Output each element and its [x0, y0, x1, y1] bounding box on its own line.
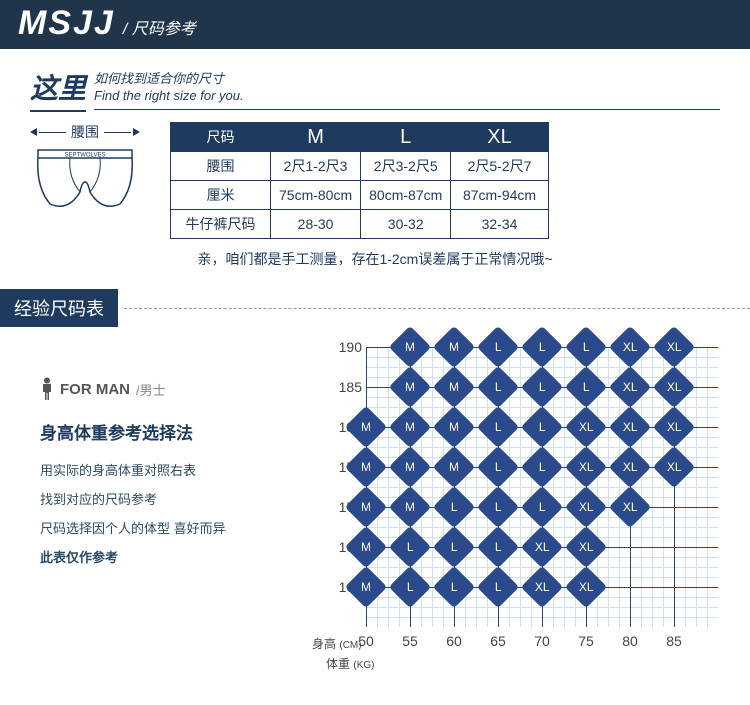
- underwear-diagram: 腰围 SEPTWOLVES: [30, 122, 140, 220]
- here-title: 这里: [30, 67, 86, 112]
- cell: 2尺5-2尺7: [451, 152, 548, 181]
- section-size-ref: 这里 如何找到适合你的尺寸 Find the right size for yo…: [0, 49, 750, 277]
- x-tick: 80: [608, 633, 652, 649]
- x-tick: 85: [652, 633, 696, 649]
- brand: MSJJ: [18, 4, 115, 43]
- header-bar: MSJJ / 尺码参考: [0, 0, 750, 49]
- chart-info-p1: 用实际的身高体重对照右表: [40, 460, 302, 479]
- th-size-label: 尺码: [171, 123, 271, 152]
- x-tick: 75: [564, 633, 608, 649]
- row-label: 腰围: [171, 152, 271, 181]
- cell: 87cm-94cm: [451, 181, 548, 210]
- chart-info-p4: 此表仅作参考: [40, 547, 302, 566]
- arrow-right-icon: [133, 128, 140, 136]
- underwear-brand-text: SEPTWOLVES: [65, 153, 106, 159]
- th-size: M: [271, 123, 361, 152]
- cell: 75cm-80cm: [271, 181, 361, 210]
- y-tick: 190: [322, 339, 362, 355]
- row-label: 厘米: [171, 181, 271, 210]
- band-label: 经验尺码表: [0, 289, 118, 327]
- cell: 2尺3-2尺5: [361, 152, 451, 181]
- y-axis-label: 身高: [312, 637, 336, 651]
- chart-info-title: 身高体重参考选择法: [40, 419, 302, 444]
- for-man-label: FOR MAN: [60, 381, 130, 398]
- header-sub: / 尺码参考: [123, 15, 196, 39]
- chart-info-p2: 找到对应的尺码参考: [40, 489, 302, 508]
- measurement-note: 亲，咱们都是手工测量，存在1-2cm误差属于正常情况哦~: [30, 249, 720, 269]
- th-size: XL: [451, 123, 548, 152]
- x-axis-label: 体重: [326, 657, 350, 671]
- here-line1: 如何找到适合你的尺寸: [94, 71, 720, 88]
- cell: 2尺1-2尺3: [271, 152, 361, 181]
- section-band: 经验尺码表: [0, 289, 750, 327]
- row-label: 牛仔裤尺码: [171, 210, 271, 239]
- x-tick: 70: [520, 633, 564, 649]
- person-icon: [40, 377, 54, 401]
- for-man-sub: /男士: [136, 380, 166, 399]
- cell: 80cm-87cm: [361, 181, 451, 210]
- cell: 28-30: [271, 210, 361, 239]
- th-size: L: [361, 123, 451, 152]
- height-weight-chart: 1901851801751701651605055606570758085MML…: [322, 347, 732, 687]
- x-tick: 60: [432, 633, 476, 649]
- y-tick: 185: [322, 379, 362, 395]
- here-line2: Find the right size for you.: [94, 88, 720, 105]
- x-tick: 65: [476, 633, 520, 649]
- chart-info: FOR MAN /男士 身高体重参考选择法 用实际的身高体重对照右表 找到对应的…: [40, 347, 302, 687]
- size-table: 尺码MLXL 腰围2尺1-2尺32尺3-2尺52尺5-2尺7 厘米75cm-80c…: [170, 122, 549, 239]
- arrow-left-icon: [30, 128, 37, 136]
- x-tick: 55: [388, 633, 432, 649]
- cell: 32-34: [451, 210, 548, 239]
- waist-label: 腰围: [68, 122, 102, 142]
- chart-info-p3: 尺码选择因个人的体型 喜好而异: [40, 518, 302, 537]
- here-sub: 如何找到适合你的尺寸 Find the right size for you.: [94, 71, 720, 110]
- cell: 30-32: [361, 210, 451, 239]
- underwear-icon: SEPTWOLVES: [30, 142, 140, 217]
